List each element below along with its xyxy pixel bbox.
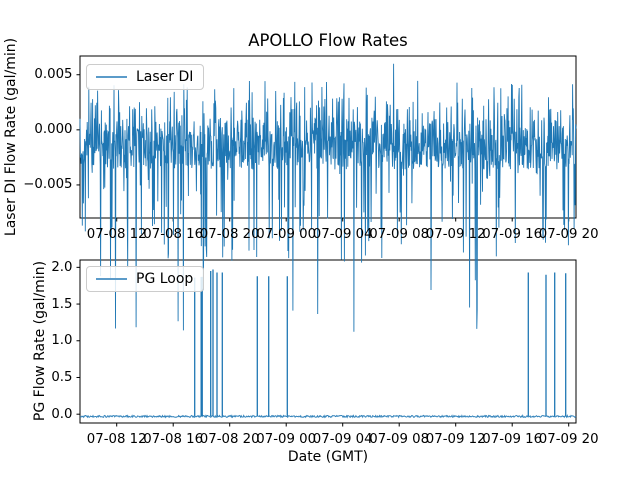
legend-pg-loop: PG Loop [86, 266, 205, 292]
y-tick-label: 0.000 [34, 122, 73, 138]
x-tick-label: 07-08 16 [143, 227, 204, 242]
x-axis-label: Date (GMT) [287, 449, 369, 465]
x-tick-label: 07-08 12 [86, 432, 147, 447]
pg-loop-baseline-line [79, 414, 577, 419]
y-axis-label-top: Laser DI Flow Rate (gal/min) [3, 37, 19, 237]
y-tick-label: 0.005 [34, 67, 73, 83]
laser-di-series-line [79, 63, 577, 332]
legend-label-pg-loop: PG Loop [136, 271, 194, 287]
x-tick-label: 07-09 04 [312, 432, 373, 447]
x-tick-label: 07-09 12 [425, 227, 486, 242]
legend-line-swatch-icon [96, 278, 127, 280]
x-tick-label: 07-09 08 [369, 227, 430, 242]
x-tick-label: 07-09 04 [312, 227, 373, 242]
legend-laser-di: Laser DI [86, 64, 205, 90]
legend-line-swatch-icon [96, 76, 127, 78]
x-tick-label: 07-08 16 [143, 432, 204, 447]
x-tick-label: 07-08 20 [199, 432, 260, 447]
y-tick-label: −0.005 [23, 177, 73, 193]
x-tick-label: 07-09 16 [482, 227, 543, 242]
x-tick-label: 07-09 00 [256, 227, 317, 242]
x-tick-label: 07-09 08 [369, 432, 430, 447]
y-tick-label: 0.0 [51, 406, 73, 422]
x-tick-label: 07-08 12 [86, 227, 147, 242]
y-tick-label: 0.5 [51, 369, 73, 385]
bottom-axes-frame [79, 259, 577, 424]
figure-title: APOLLO Flow Rates [248, 31, 408, 50]
legend-label-laser-di: Laser DI [136, 69, 194, 85]
y-tick-label: 1.5 [51, 296, 73, 312]
x-tick-label: 07-09 16 [482, 432, 543, 447]
x-tick-label: 07-08 20 [199, 227, 260, 242]
x-tick-label: 07-09 20 [538, 227, 599, 242]
x-tick-label: 07-09 12 [425, 432, 486, 447]
x-tick-label: 07-09 20 [538, 432, 599, 447]
y-tick-label: 2.0 [51, 259, 73, 275]
x-tick-label: 07-09 00 [256, 432, 317, 447]
y-tick-label: 1.0 [51, 333, 73, 349]
